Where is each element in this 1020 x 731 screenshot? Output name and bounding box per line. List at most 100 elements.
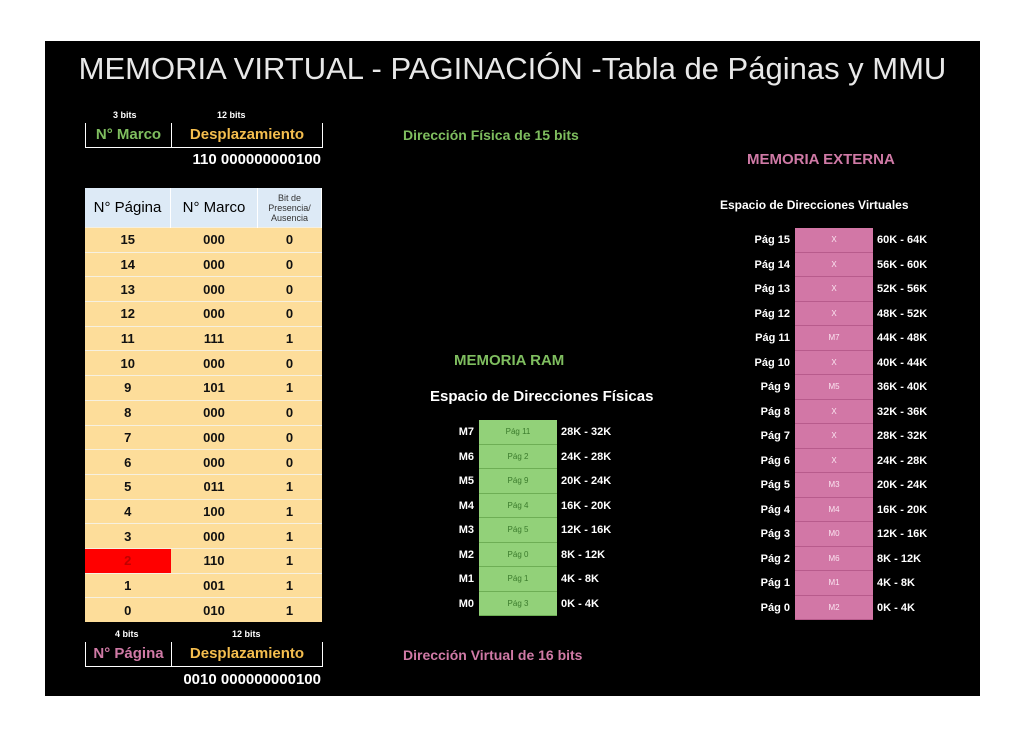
- external-page-row: Pág 10 X 40K - 44K: [746, 350, 928, 375]
- ram-frame-cell: Pág 2: [479, 444, 557, 469]
- frame-number-cell: 000: [170, 424, 258, 450]
- page-table-row: 11 111 1: [85, 325, 322, 351]
- frame-number-cell: 110: [170, 547, 258, 574]
- frame-number-cell: 011: [170, 473, 258, 500]
- external-page-cell: X: [795, 424, 873, 449]
- frame-number-cell: 100: [170, 498, 258, 524]
- page-number-cell: 15: [85, 227, 171, 253]
- page-number-cell: 5: [85, 473, 171, 500]
- frame-bits-label: 3 bits: [113, 110, 137, 120]
- external-page-range: 60K - 64K: [877, 234, 928, 247]
- presence-bit-cell: 1: [257, 498, 322, 524]
- page-table-row: 2 110 1: [85, 547, 322, 574]
- presence-bit-cell: 1: [257, 473, 322, 500]
- ram-frame-label: M0: [458, 597, 474, 610]
- ram-frame-label: M1: [458, 573, 474, 586]
- external-page-row: Pág 8 X 32K - 36K: [746, 399, 927, 424]
- voffset-bits-label: 12 bits: [232, 629, 261, 639]
- page-table-row: 8 000 0: [85, 399, 322, 425]
- external-title: MEMORIA EXTERNA: [747, 151, 895, 168]
- page-number-cell: 4: [85, 498, 171, 524]
- frame-number-cell: 000: [170, 276, 258, 302]
- physical-address-caption: Dirección Física de 15 bits: [403, 127, 579, 143]
- presence-bit-cell: 1: [257, 597, 322, 622]
- ram-frame-range: 4K - 8K: [561, 573, 599, 586]
- ram-frames: M7 Pág 11 28K - 32K M6 Pág 2 24K - 28K M5 Pág 9…: [434, 420, 611, 616]
- page-number-cell: 12: [85, 301, 171, 327]
- ram-frame-range: 12K - 16K: [561, 524, 612, 537]
- external-page-range: 56K - 60K: [877, 258, 928, 271]
- ram-frame-row: M7 Pág 11 28K - 32K: [434, 420, 611, 445]
- external-page-row: Pág 2 M6 8K - 12K: [746, 546, 927, 571]
- page-number-cell: 1: [85, 572, 171, 598]
- external-page-label: Pág 14: [754, 258, 790, 271]
- external-page-range: 48K - 52K: [877, 307, 928, 320]
- page-table-row: 10 000 0: [85, 350, 322, 376]
- page-number-cell: 7: [85, 424, 171, 450]
- external-page-cell: M5: [795, 375, 873, 400]
- offset-field-label: Desplazamiento: [189, 126, 305, 143]
- external-page-cell: X: [795, 252, 873, 277]
- ram-frame-cell: Pág 4: [479, 493, 557, 518]
- page-field: N° Página: [85, 642, 172, 667]
- ram-frame-cell: Pág 3: [479, 591, 557, 616]
- voffset-field-label: Desplazamiento: [189, 645, 305, 662]
- ram-frame-range: 28K - 32K: [561, 426, 612, 439]
- presence-bit-header: Bit de Presencia/ Ausencia: [257, 188, 322, 228]
- external-page-range: 20K - 24K: [877, 479, 928, 492]
- page-number-cell: 13: [85, 276, 171, 302]
- external-page-range: 40K - 44K: [877, 356, 928, 369]
- presence-bit-cell: 0: [257, 350, 322, 376]
- offset-bits-label: 12 bits: [217, 110, 246, 120]
- page-number-cell: 3: [85, 523, 171, 549]
- ram-frame-range: 16K - 20K: [561, 499, 612, 512]
- frame-field-label: N° Marco: [95, 126, 162, 143]
- external-page-range: 24K - 28K: [877, 454, 928, 467]
- external-page-label: Pág 2: [760, 552, 790, 565]
- ram-frame-label: M2: [458, 548, 474, 561]
- external-page-label: Pág 11: [755, 332, 790, 345]
- external-page-cell: M4: [795, 497, 873, 522]
- page-bits-label: 4 bits: [115, 629, 139, 639]
- external-page-cell: X: [795, 228, 873, 253]
- external-page-range: 44K - 48K: [877, 332, 928, 345]
- ram-frame-cell: Pág 1: [479, 567, 557, 592]
- external-page-label: Pág 7: [760, 430, 790, 443]
- presence-bit-cell: 1: [257, 547, 322, 574]
- presence-bit-cell: 0: [257, 276, 322, 302]
- external-page-range: 4K - 8K: [877, 577, 915, 590]
- page-number-cell: 8: [85, 399, 171, 425]
- external-page-label: Pág 3: [760, 528, 790, 541]
- slide: MEMORIA VIRTUAL - PAGINACIÓN -Tabla de P…: [45, 41, 980, 696]
- presence-bit-cell: 0: [257, 424, 322, 450]
- physical-address-value: 110 000000000100: [192, 151, 321, 168]
- virtual-address-caption: Dirección Virtual de 16 bits: [403, 647, 583, 663]
- ram-frame-label: M6: [458, 450, 474, 463]
- presence-bit-cell: 0: [257, 227, 322, 253]
- presence-bit-cell: 0: [257, 449, 322, 475]
- ram-frame-row: M6 Pág 2 24K - 28K: [434, 444, 611, 469]
- ram-frame-range: 20K - 24K: [561, 475, 612, 488]
- offset-field: Desplazamiento: [171, 123, 323, 148]
- presence-bit-cell: 1: [257, 572, 322, 598]
- frame-number-cell: 000: [170, 301, 258, 327]
- page-table-row: 0 010 1: [85, 597, 322, 622]
- page-table-row: 13 000 0: [85, 276, 322, 302]
- presence-bit-cell: 0: [257, 301, 322, 327]
- ram-frame-row: M3 Pág 5 12K - 16K: [434, 518, 611, 543]
- frame-number-header: N° Marco: [170, 188, 258, 228]
- ram-frame-label: M7: [458, 426, 474, 439]
- external-page-row: Pág 5 M3 20K - 24K: [746, 473, 927, 498]
- external-page-range: 12K - 16K: [877, 528, 928, 541]
- page-table-row: 9 101 1: [85, 375, 322, 401]
- page-table-header: N° Página N° Marco Bit de Presencia/ Aus…: [85, 188, 322, 228]
- external-page-cell: X: [795, 399, 873, 424]
- external-page-row: Pág 3 M0 12K - 16K: [746, 522, 927, 547]
- external-page-row: Pág 1 M1 4K - 8K: [746, 571, 927, 596]
- external-page-row: Pág 15 X 60K - 64K: [746, 228, 927, 253]
- presence-bit-cell: 1: [257, 325, 322, 351]
- external-page-label: Pág 10: [754, 356, 790, 369]
- external-page-row: Pág 4 M4 16K - 20K: [746, 497, 927, 522]
- frame-number-cell: 000: [170, 350, 258, 376]
- virtual-address-value: 0010 000000000100: [183, 671, 321, 688]
